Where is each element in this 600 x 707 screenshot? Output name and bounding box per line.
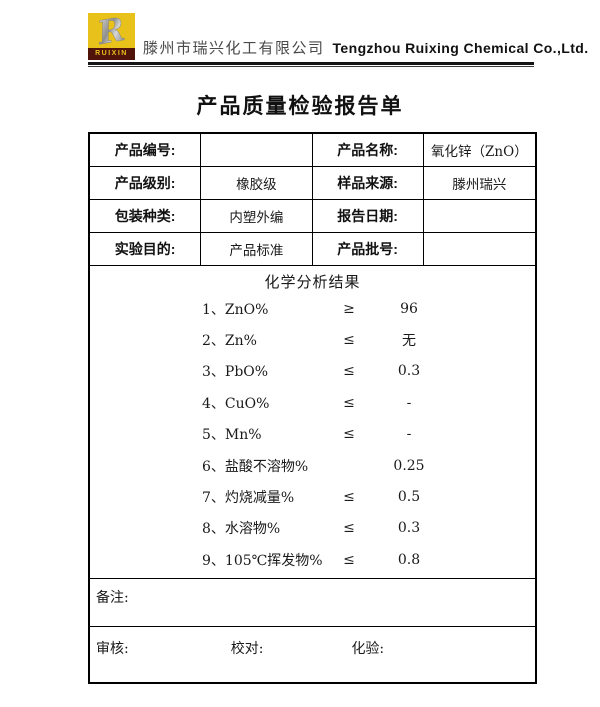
analysis-item-symbol: ≤ (343, 426, 355, 443)
analysis-section: 化学分析结果 1、ZnO% ≥ 96 2、Zn% ≤ 无 3、PbO% ≤ 0.… (90, 266, 535, 579)
review-label: 审核: (96, 640, 129, 657)
analysis-item-symbol: ≤ (343, 551, 355, 568)
remarks-label: 备注: (96, 589, 129, 606)
company-header: R RUIXIN 滕州市瑞兴化工有限公司 Tengzhou Ruixing Ch… (88, 12, 588, 60)
remarks-row: 备注: (90, 579, 535, 627)
sample-source-label: 样品来源: (313, 167, 424, 199)
report-date-label: 报告日期: (313, 200, 424, 232)
header-divider-thick-line (88, 62, 534, 65)
analysis-item-name: 1、ZnO% (202, 301, 269, 318)
analysis-item-mn: 5、Mn% ≤ - (90, 419, 535, 450)
analysis-heading: 化学分析结果 (264, 273, 361, 291)
info-row-product-grade: 产品级别: 橡胶级 样品来源: 滕州瑞兴 (90, 167, 535, 200)
analysis-item-ignition-loss: 7、灼烧减量% ≤ 0.5 (90, 481, 535, 512)
analysis-item-value: 0.3 (397, 363, 421, 380)
sample-source-value: 滕州瑞兴 (452, 177, 507, 193)
product-name-label: 产品名称: (313, 134, 424, 166)
analysis-item-cuo: 4、CuO% ≤ - (90, 387, 535, 418)
analysis-item-zn: 2、Zn% ≤ 无 (90, 324, 535, 355)
product-grade-value: 橡胶级 (201, 167, 313, 199)
analysis-item-name: 5、Mn% (202, 427, 262, 444)
signatures-row: 审核: 校对: 化验: (90, 627, 535, 682)
test-purpose-label: 实验目的: (90, 233, 202, 265)
analysis-item-zno: 1、ZnO% ≥ 96 (90, 293, 535, 324)
analysis-item-symbol: ≤ (343, 363, 355, 380)
info-row-product-no: 产品编号: 产品名称: 氧化锌（ZnO） (90, 134, 535, 167)
assay-label: 化验: (351, 640, 385, 657)
company-name-cn: 滕州市瑞兴化工有限公司 (143, 39, 325, 57)
analysis-item-volatile-105c: 9、105℃挥发物% ≤ 0.8 (90, 544, 535, 575)
analysis-item-name: 9、105℃挥发物% (202, 552, 323, 569)
analysis-item-name: 7、灼烧减量% (202, 490, 295, 507)
batch-no-label: 产品批号: (313, 233, 424, 265)
proofread-label: 校对: (230, 640, 264, 657)
logo-brand-text: RUIXIN (88, 48, 135, 60)
packaging-value: 内塑外编 (201, 200, 313, 232)
header-divider-thin-line (88, 65, 534, 67)
analysis-item-pbo: 3、PbO% ≤ 0.3 (90, 356, 535, 387)
header-divider (88, 62, 534, 67)
logo-square: R (88, 13, 135, 48)
batch-no-value (424, 233, 535, 265)
analysis-item-value: 0.5 (397, 489, 421, 506)
info-row-packaging: 包装种类: 内塑外编 报告日期: (90, 200, 535, 233)
product-no-label: 产品编号: (90, 134, 202, 166)
analysis-item-name: 4、CuO% (202, 395, 270, 412)
analysis-item-value: - (406, 394, 412, 411)
logo-r-mark: R (94, 14, 128, 47)
analysis-item-symbol: ≤ (343, 394, 355, 411)
report-date-value (424, 200, 535, 232)
analysis-item-water-soluble: 8、水溶物% ≤ 0.3 (90, 513, 535, 544)
analysis-item-value: 0.3 (397, 520, 421, 537)
analysis-item-value: 0.8 (397, 551, 421, 568)
analysis-item-name: 2、Zn% (202, 333, 257, 350)
analysis-item-symbol: ≤ (343, 489, 355, 506)
analysis-item-symbol: ≥ (343, 300, 355, 317)
analysis-item-value: 96 (400, 300, 418, 317)
logo-letter: R (94, 14, 128, 47)
report-table: 产品编号: 产品名称: 氧化锌（ZnO） 产品级别: 橡胶级 样品来源: 滕州瑞… (88, 132, 537, 684)
company-name-en: Tengzhou Ruixing Chemical Co.,Ltd. (332, 40, 589, 56)
test-purpose-value: 产品标准 (201, 233, 313, 265)
company-names: 滕州市瑞兴化工有限公司 Tengzhou Ruixing Chemical Co… (143, 37, 589, 60)
analysis-item-value: - (406, 426, 412, 443)
analysis-item-symbol: ≤ (343, 332, 355, 349)
product-name-value: 氧化锌（ZnO） (431, 144, 528, 160)
info-row-test-purpose: 实验目的: 产品标准 产品批号: (90, 233, 535, 266)
product-no-value (201, 134, 313, 166)
report-title: 产品质量检验报告单 (196, 95, 404, 118)
ruixing-logo: R RUIXIN (88, 13, 135, 60)
analysis-item-name: 6、盐酸不溶物% (202, 458, 309, 475)
packaging-label: 包装种类: (90, 200, 202, 232)
analysis-item-value: 0.25 (393, 457, 425, 474)
analysis-item-hcl-insoluble: 6、盐酸不溶物% 0.25 (90, 450, 535, 481)
product-grade-label: 产品级别: (90, 167, 202, 199)
analysis-item-name: 8、水溶物% (202, 521, 281, 538)
analysis-item-symbol: ≤ (343, 520, 355, 537)
analysis-item-value: 无 (402, 333, 416, 350)
analysis-item-name: 3、PbO% (202, 364, 269, 381)
